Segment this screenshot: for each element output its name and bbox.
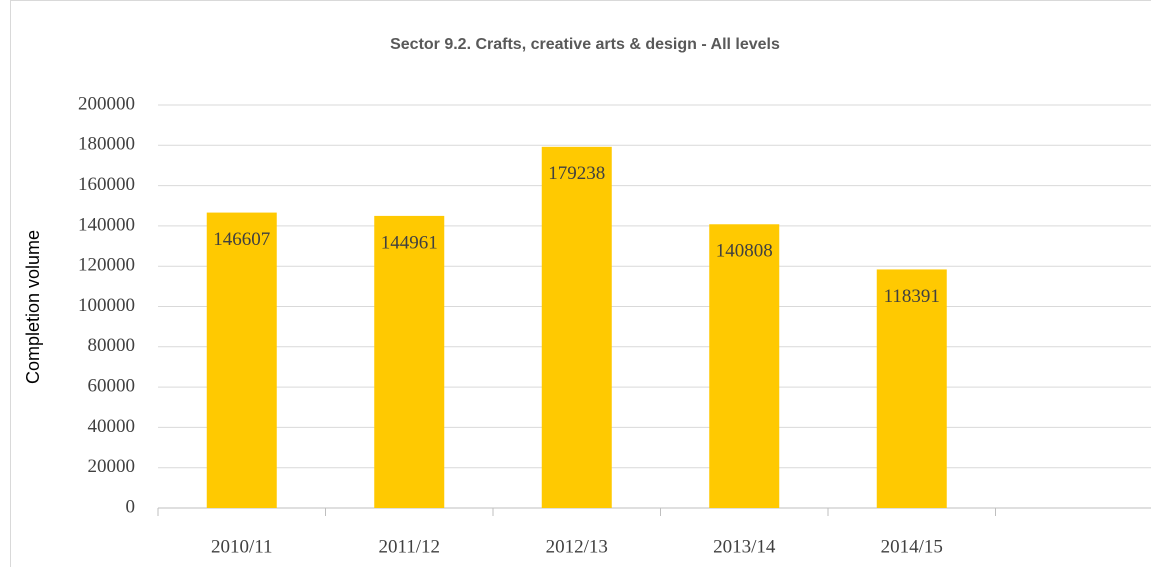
y-tick-label: 40000 [88,416,136,437]
bar [541,146,612,508]
data-label: 140808 [716,241,773,262]
bar [876,269,947,508]
x-tick-label: 2010/11 [211,536,273,557]
y-tick-label: 200000 [78,93,135,114]
y-axis-label: Completion volume [23,230,43,384]
y-tick-label: 20000 [88,456,136,477]
x-tick-label: 2014/15 [881,536,943,557]
y-tick-label: 60000 [88,375,136,396]
y-tick-label: 0 [126,496,136,517]
y-tick-label: 80000 [88,335,136,356]
data-label: 118391 [884,286,940,307]
bar [374,215,445,509]
bar [709,224,780,508]
y-tick-label: 120000 [78,255,135,276]
bar [206,212,277,508]
data-label: 179238 [548,163,605,184]
x-tick-label: 2011/12 [378,536,440,557]
y-tick-label: 160000 [78,174,135,195]
x-tick-label: 2013/14 [713,536,776,557]
chart-title: Sector 9.2. Crafts, creative arts & desi… [390,36,780,53]
y-tick-label: 140000 [78,214,135,235]
data-label: 146607 [213,229,270,250]
x-tick-label: 2012/13 [546,536,608,557]
data-label: 144961 [381,232,438,253]
y-tick-label: 100000 [78,295,135,316]
y-tick-label: 180000 [78,134,135,155]
